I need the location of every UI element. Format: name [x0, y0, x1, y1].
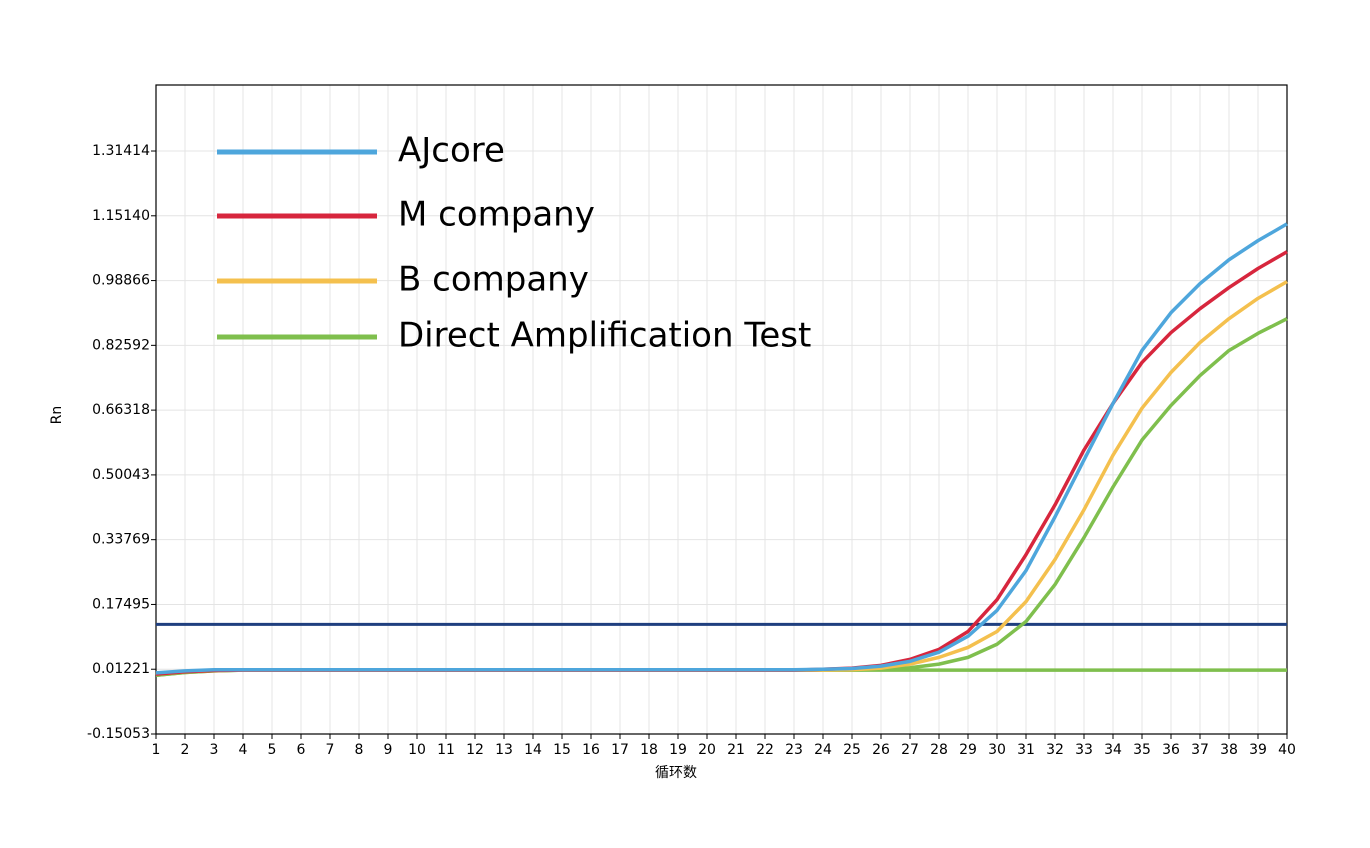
x-tick-label: 34: [1104, 742, 1122, 758]
x-tick-label: 16: [582, 742, 600, 758]
x-tick-label: 29: [959, 742, 977, 758]
y-tick-label: 0.01221: [92, 661, 150, 677]
x-tick-label: 38: [1220, 742, 1238, 758]
y-tick-label: 0.50043: [92, 467, 150, 483]
x-tick-label: 21: [727, 742, 745, 758]
x-tick-label: 25: [843, 742, 861, 758]
x-tick-label: 7: [326, 742, 335, 758]
y-tick-label: 0.17495: [92, 596, 150, 612]
x-tick-label: 8: [355, 742, 364, 758]
x-tick-label: 40: [1278, 742, 1296, 758]
x-tick-label: 28: [930, 742, 948, 758]
x-tick-label: 15: [553, 742, 571, 758]
series-line: [155, 317, 1288, 678]
x-tick-label: 22: [756, 742, 774, 758]
legend-text: M company: [398, 195, 595, 235]
x-tick-label: 36: [1162, 742, 1180, 758]
y-tick-label: 0.33769: [92, 532, 150, 548]
x-tick-label: 14: [524, 742, 542, 758]
x-tick-label: 9: [384, 742, 393, 758]
x-tick-label: 10: [408, 742, 426, 758]
x-axis-label: 循环数: [655, 765, 697, 781]
legend-text: B company: [398, 260, 589, 300]
x-tick-label: 1: [152, 742, 161, 758]
legend-text: Direct Amplification Test: [398, 316, 811, 356]
x-tick-label: 23: [785, 742, 803, 758]
y-tick-label: 1.31414: [92, 143, 150, 159]
x-tick-label: 26: [872, 742, 890, 758]
y-tick-label: 0.98866: [92, 273, 150, 289]
y-tick-label: 0.66318: [92, 402, 150, 418]
x-tick-label: 35: [1133, 742, 1151, 758]
y-tick-label: 1.15140: [92, 208, 150, 224]
x-tick-label: 31: [1017, 742, 1035, 758]
x-tick-label: 5: [268, 742, 277, 758]
x-tick-label: 30: [988, 742, 1006, 758]
x-tick-label: 6: [297, 742, 306, 758]
x-tick-label: 13: [495, 742, 513, 758]
x-tick-label: 2: [181, 742, 190, 758]
plot-frame: [155, 84, 1288, 735]
x-tick-label: 32: [1046, 742, 1064, 758]
x-tick-label: 20: [698, 742, 716, 758]
x-tick-label: 11: [437, 742, 455, 758]
x-tick-label: 37: [1191, 742, 1209, 758]
x-tick-label: 12: [466, 742, 484, 758]
x-tick-label: 39: [1249, 742, 1267, 758]
series-line: [155, 222, 1288, 675]
y-tick-label: -0.15053: [87, 726, 150, 742]
x-tick-label: 4: [239, 742, 248, 758]
x-tick-label: 17: [611, 742, 629, 758]
x-tick-label: 27: [901, 742, 919, 758]
x-tick-label: 33: [1075, 742, 1093, 758]
y-tick-label: 0.82592: [92, 337, 150, 353]
x-tick-label: 3: [210, 742, 219, 758]
legend-text: AJcore: [398, 131, 505, 171]
y-axis-label: Rn: [49, 406, 65, 425]
x-tick-label: 24: [814, 742, 832, 758]
x-tick-label: 19: [669, 742, 687, 758]
x-tick-label: 18: [640, 742, 658, 758]
